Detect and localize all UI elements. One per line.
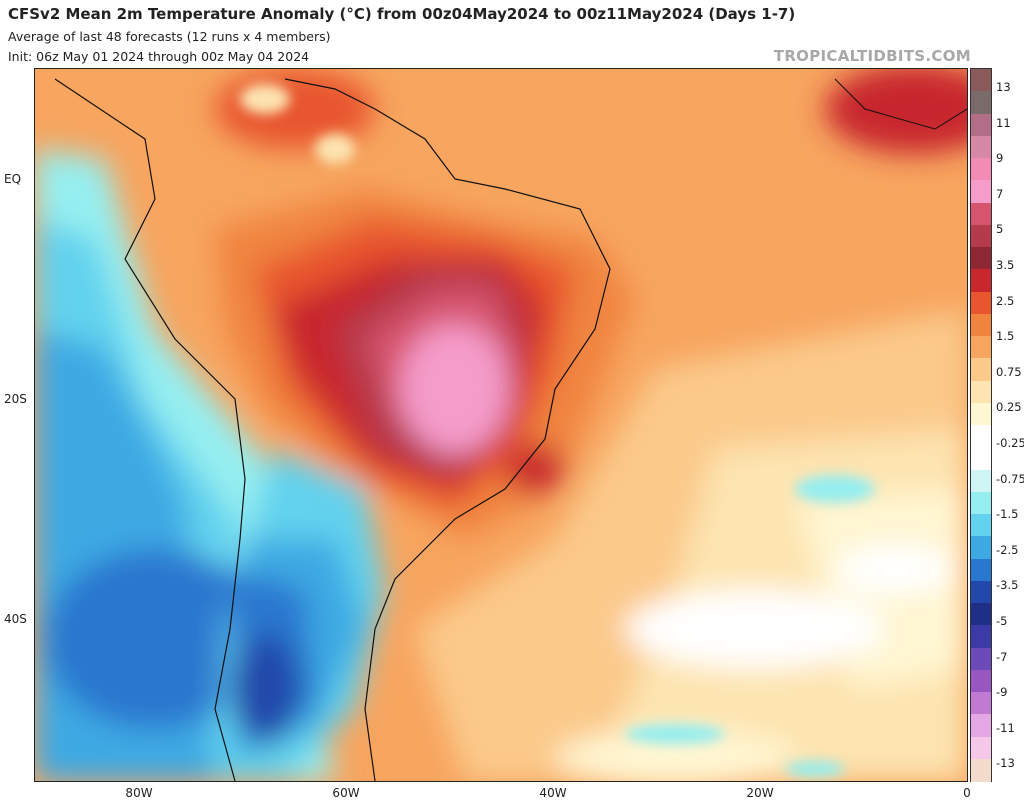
colorbar-label: -11	[996, 720, 1015, 735]
lat-label-20s: 20S	[4, 392, 27, 406]
colorbar-swatch	[971, 224, 991, 248]
colorbar-label: -3.5	[996, 578, 1019, 593]
colorbar-label: 0.75	[996, 364, 1022, 379]
colorbar-label: 0.25	[996, 400, 1022, 415]
colorbar-label: -0.25	[996, 436, 1024, 450]
anomaly-map	[34, 68, 968, 782]
colorbar-swatch	[971, 580, 991, 604]
lon-label-60w: 60W	[332, 786, 360, 800]
lat-label-eq: EQ	[4, 172, 22, 186]
colorbar-swatch	[971, 491, 991, 515]
colorbar-label: -1.5	[996, 507, 1019, 522]
colorbar-label: -13	[996, 756, 1015, 771]
colorbar-swatch	[971, 625, 991, 648]
colorbar-swatch	[971, 247, 991, 270]
lon-label-40w: 40W	[539, 786, 567, 800]
colorbar-swatch	[971, 380, 991, 404]
colorbar-swatch	[971, 736, 991, 760]
colorbar-swatch	[971, 91, 991, 114]
map-title: CFSv2 Mean 2m Temperature Anomaly (°C) f…	[8, 5, 796, 23]
colorbar-swatch	[971, 758, 991, 782]
colorbar-swatch	[971, 603, 991, 626]
colorbar-swatch	[971, 536, 991, 559]
lon-label-80w: 80W	[125, 786, 153, 800]
colorbar-label: 1.5	[996, 329, 1015, 344]
colorbar-swatch	[971, 358, 991, 381]
colorbar-label: -0.75	[996, 471, 1024, 486]
colorbar-swatch	[971, 647, 991, 671]
colorbar-swatch	[971, 336, 991, 359]
colorbar-swatch	[971, 313, 991, 337]
colorbar-label: 5	[996, 222, 1004, 237]
colorbar-swatch	[971, 669, 991, 693]
colorbar-label: 7	[996, 186, 1004, 201]
colorbar-swatch	[971, 514, 991, 537]
colorbar-swatch	[971, 447, 991, 470]
anomaly-field	[35, 69, 967, 781]
colorbar-swatch	[971, 69, 991, 92]
colorbar-swatch	[971, 291, 991, 315]
colorbar-swatch	[971, 269, 991, 292]
lat-label-40s: 40S	[4, 612, 27, 626]
colorbar-label: 2.5	[996, 293, 1015, 308]
colorbar-label: -9	[996, 685, 1008, 700]
lon-label-20w: 20W	[746, 786, 774, 800]
colorbar-label: 9	[996, 151, 1004, 166]
colorbar	[970, 68, 992, 782]
colorbar-swatch	[971, 692, 991, 715]
map-subtitle-init: Init: 06z May 01 2024 through 00z May 04…	[8, 49, 310, 64]
colorbar-swatch	[971, 180, 991, 203]
lon-label-0: 0	[963, 786, 971, 800]
brand-watermark: TROPICALTIDBITS.COM	[773, 47, 971, 65]
colorbar-swatch	[971, 135, 991, 159]
colorbar-label: -5	[996, 614, 1008, 628]
colorbar-swatch	[971, 402, 991, 426]
map-subtitle-ensemble: Average of last 48 forecasts (12 runs x …	[8, 29, 331, 44]
colorbar-swatch	[971, 558, 991, 582]
colorbar-label: -2.5	[996, 542, 1019, 557]
colorbar-swatch	[971, 113, 991, 137]
colorbar-swatch	[971, 469, 991, 493]
coastline	[54, 78, 611, 781]
colorbar-label: -7	[996, 649, 1008, 664]
colorbar-swatch	[971, 202, 991, 226]
colorbar-label: 13	[996, 80, 1011, 94]
colorbar-swatch	[971, 425, 991, 448]
colorbar-swatch	[971, 158, 991, 181]
colorbar-label: 3.5	[996, 258, 1015, 272]
colorbar-label: 11	[996, 115, 1011, 130]
colorbar-swatch	[971, 714, 991, 737]
